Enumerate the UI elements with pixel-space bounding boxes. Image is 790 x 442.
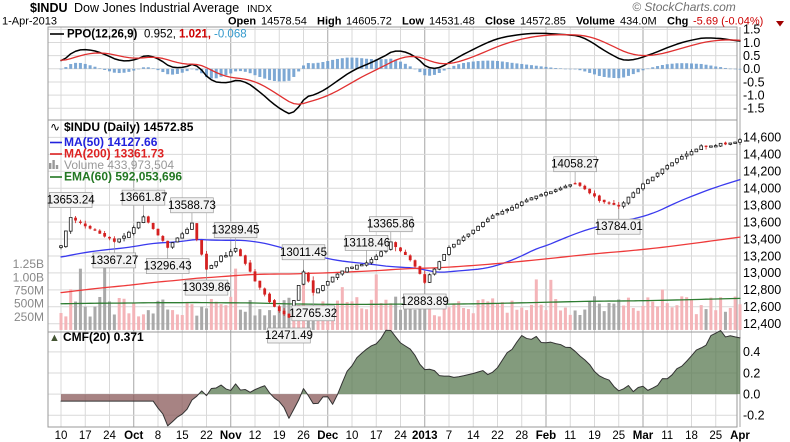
svg-text:13,400: 13,400 bbox=[743, 232, 781, 246]
svg-text:1.021,: 1.021, bbox=[179, 29, 211, 41]
svg-text:13588.73: 13588.73 bbox=[168, 200, 216, 212]
svg-text:13,200: 13,200 bbox=[743, 249, 781, 263]
svg-text:14,200: 14,200 bbox=[743, 165, 781, 179]
svg-text:8: 8 bbox=[155, 430, 161, 442]
svg-text:High: High bbox=[317, 16, 342, 28]
svg-text:12,800: 12,800 bbox=[743, 283, 781, 297]
svg-text:13784.01: 13784.01 bbox=[595, 221, 643, 233]
svg-text:22: 22 bbox=[200, 430, 213, 442]
svg-text:13,600: 13,600 bbox=[743, 215, 781, 229]
svg-text:0.5: 0.5 bbox=[743, 49, 760, 63]
svg-text:12: 12 bbox=[249, 430, 262, 442]
svg-text:12883.89: 12883.89 bbox=[401, 296, 449, 308]
svg-text:Dec: Dec bbox=[317, 430, 339, 442]
svg-text:$INDU: $INDU bbox=[30, 1, 68, 15]
svg-text:19: 19 bbox=[273, 430, 286, 442]
svg-text:13118.46: 13118.46 bbox=[343, 237, 390, 249]
svg-text:EMA(60) 592,053,696: EMA(60) 592,053,696 bbox=[64, 170, 182, 184]
svg-text:13289.45: 13289.45 bbox=[212, 225, 260, 237]
svg-text:Close: Close bbox=[485, 16, 515, 28]
svg-text:INDX: INDX bbox=[247, 3, 272, 15]
svg-text:1.0: 1.0 bbox=[743, 36, 760, 50]
svg-text:19: 19 bbox=[588, 430, 601, 442]
svg-text:Volume: Volume bbox=[576, 16, 615, 28]
svg-text:14605.72: 14605.72 bbox=[346, 16, 392, 28]
svg-text:13653.24: 13653.24 bbox=[47, 195, 96, 207]
svg-text:13,000: 13,000 bbox=[743, 266, 781, 280]
svg-text:13367.27: 13367.27 bbox=[90, 255, 138, 267]
svg-text:-0.5: -0.5 bbox=[743, 75, 765, 89]
svg-text:13661.87: 13661.87 bbox=[119, 192, 167, 204]
svg-text:14,400: 14,400 bbox=[743, 148, 781, 162]
svg-text:0.0: 0.0 bbox=[743, 387, 760, 401]
svg-text:14,000: 14,000 bbox=[743, 182, 781, 196]
svg-text:▲: ▲ bbox=[49, 332, 60, 344]
svg-text:24: 24 bbox=[394, 430, 407, 442]
svg-text:Nov: Nov bbox=[220, 430, 242, 442]
svg-text:13296.43: 13296.43 bbox=[144, 261, 192, 273]
svg-text:12471.49: 12471.49 bbox=[265, 330, 313, 342]
svg-text:© StockCharts.com: © StockCharts.com bbox=[632, 0, 736, 14]
svg-text:12,400: 12,400 bbox=[743, 317, 781, 331]
svg-text:14572.85: 14572.85 bbox=[520, 16, 566, 28]
svg-text:250M: 250M bbox=[14, 310, 44, 324]
svg-text:26: 26 bbox=[297, 430, 310, 442]
svg-text:Dow Jones Industrial Average: Dow Jones Industrial Average bbox=[74, 1, 239, 15]
svg-text:24: 24 bbox=[103, 430, 116, 442]
svg-text:12765.32: 12765.32 bbox=[289, 308, 337, 320]
svg-text:Open: Open bbox=[228, 16, 256, 28]
svg-text:25: 25 bbox=[612, 430, 625, 442]
svg-text:Apr: Apr bbox=[730, 430, 750, 442]
svg-text:PPO(12,26,9): PPO(12,26,9) bbox=[67, 29, 137, 41]
svg-text:434.0M: 434.0M bbox=[620, 16, 657, 28]
svg-text:17: 17 bbox=[79, 430, 92, 442]
svg-text:14,600: 14,600 bbox=[743, 131, 781, 145]
svg-text:14: 14 bbox=[467, 430, 480, 442]
svg-text:Chg: Chg bbox=[667, 16, 688, 28]
svg-text:14578.54: 14578.54 bbox=[261, 16, 307, 28]
svg-text:∿: ∿ bbox=[50, 120, 60, 134]
svg-text:13365.86: 13365.86 bbox=[367, 219, 415, 231]
svg-text:13039.86: 13039.86 bbox=[183, 282, 231, 294]
svg-text:-5.69 (-0.04%): -5.69 (-0.04%) bbox=[693, 16, 763, 28]
svg-text:13,800: 13,800 bbox=[743, 198, 781, 212]
svg-text:15: 15 bbox=[176, 430, 189, 442]
svg-text:0.4: 0.4 bbox=[743, 345, 760, 359]
svg-text:500M: 500M bbox=[14, 297, 44, 311]
svg-text:25: 25 bbox=[709, 430, 722, 442]
svg-text:14531.48: 14531.48 bbox=[429, 16, 475, 28]
svg-text:18: 18 bbox=[685, 430, 698, 442]
svg-text:12,600: 12,600 bbox=[743, 300, 781, 314]
svg-text:1.00B: 1.00B bbox=[13, 270, 44, 284]
svg-text:1-Apr-2013: 1-Apr-2013 bbox=[2, 16, 57, 28]
svg-text:2013: 2013 bbox=[412, 430, 438, 442]
svg-text:13011.45: 13011.45 bbox=[280, 247, 327, 259]
svg-text:17: 17 bbox=[370, 430, 383, 442]
svg-text:11: 11 bbox=[564, 430, 576, 442]
svg-text:28: 28 bbox=[515, 430, 528, 442]
svg-text:7: 7 bbox=[446, 430, 452, 442]
svg-text:$INDU (Daily) 14572.85: $INDU (Daily) 14572.85 bbox=[64, 120, 194, 134]
svg-text:-0.2: -0.2 bbox=[743, 409, 765, 423]
svg-text:10: 10 bbox=[346, 430, 359, 442]
svg-text:-1.5: -1.5 bbox=[743, 102, 765, 116]
svg-text:11: 11 bbox=[661, 430, 673, 442]
svg-text:0.2: 0.2 bbox=[743, 366, 760, 380]
svg-text:0.952,: 0.952, bbox=[144, 29, 176, 41]
svg-text:Mar: Mar bbox=[633, 430, 654, 442]
svg-text:1.25B: 1.25B bbox=[13, 257, 44, 271]
svg-text:14058.27: 14058.27 bbox=[551, 159, 599, 171]
svg-text:10: 10 bbox=[55, 430, 68, 442]
svg-text:750M: 750M bbox=[14, 284, 44, 298]
svg-text:-0.068: -0.068 bbox=[214, 29, 247, 41]
svg-text:Oct: Oct bbox=[124, 430, 143, 442]
svg-text:CMF(20) 0.371: CMF(20) 0.371 bbox=[63, 330, 144, 344]
svg-text:0.0: 0.0 bbox=[743, 62, 760, 76]
svg-text:22: 22 bbox=[491, 430, 504, 442]
svg-text:Low: Low bbox=[402, 16, 424, 28]
svg-text:Feb: Feb bbox=[536, 430, 556, 442]
svg-text:-1.0: -1.0 bbox=[743, 88, 765, 102]
